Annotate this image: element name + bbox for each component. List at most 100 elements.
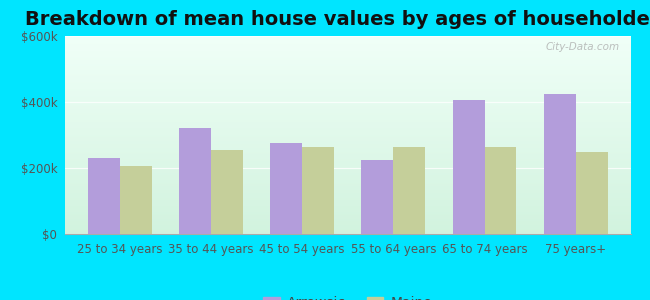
Bar [65, 233, 630, 234]
Bar [65, 202, 630, 203]
Bar [361, 160, 393, 234]
Bar [65, 165, 630, 166]
Bar [65, 177, 630, 178]
Bar [65, 179, 630, 180]
Bar [65, 166, 630, 167]
Bar [65, 215, 630, 216]
Bar [65, 106, 630, 107]
Bar [65, 63, 630, 64]
Bar [65, 68, 630, 69]
Bar [65, 183, 630, 184]
Title: Breakdown of mean house values by ages of householders: Breakdown of mean house values by ages o… [25, 10, 650, 29]
Bar [65, 117, 630, 118]
Bar [65, 97, 630, 98]
Bar [65, 123, 630, 124]
Bar [65, 125, 630, 126]
Bar [65, 84, 630, 85]
Bar [65, 197, 630, 198]
Bar [65, 207, 630, 208]
Bar [393, 147, 425, 234]
Bar [65, 111, 630, 112]
Bar [65, 57, 630, 58]
Bar [65, 169, 630, 170]
Bar [65, 48, 630, 49]
Bar [65, 175, 630, 176]
Bar [65, 121, 630, 122]
Bar [65, 221, 630, 222]
Bar [65, 152, 630, 153]
Bar [65, 164, 630, 165]
Bar [65, 155, 630, 156]
Bar [65, 126, 630, 127]
Bar [65, 54, 630, 55]
Bar [65, 134, 630, 135]
Bar [65, 69, 630, 70]
Bar [65, 174, 630, 175]
Bar [65, 194, 630, 195]
Bar [65, 189, 630, 190]
Bar [65, 66, 630, 67]
Bar [65, 230, 630, 231]
Bar [65, 44, 630, 45]
Bar [65, 81, 630, 82]
Bar [65, 85, 630, 86]
Bar [65, 143, 630, 144]
Bar [65, 147, 630, 148]
Bar [65, 70, 630, 71]
Bar [65, 119, 630, 120]
Bar [65, 167, 630, 168]
Bar [65, 162, 630, 163]
Bar [65, 50, 630, 51]
Bar [65, 220, 630, 221]
Bar [65, 170, 630, 171]
Bar [65, 144, 630, 145]
Bar [65, 182, 630, 183]
Bar [270, 143, 302, 234]
Legend: Arrowsic, Maine: Arrowsic, Maine [263, 296, 432, 300]
Bar [65, 226, 630, 227]
Bar [65, 120, 630, 121]
Bar [65, 139, 630, 140]
Bar [65, 160, 630, 161]
Bar [65, 128, 630, 129]
Bar [65, 156, 630, 157]
Bar [65, 118, 630, 119]
Bar [65, 178, 630, 179]
Bar [65, 186, 630, 187]
Bar [65, 41, 630, 42]
Bar [65, 90, 630, 91]
Bar [65, 222, 630, 223]
Bar [65, 71, 630, 72]
Bar [65, 82, 630, 83]
Bar [65, 185, 630, 186]
Bar [65, 107, 630, 108]
Bar [65, 38, 630, 39]
Bar [65, 131, 630, 132]
Bar [65, 64, 630, 65]
Bar [65, 187, 630, 188]
Bar [65, 208, 630, 209]
Bar [65, 176, 630, 177]
Bar [65, 140, 630, 141]
Bar [65, 200, 630, 201]
Bar [65, 217, 630, 218]
Bar [65, 127, 630, 128]
Bar [65, 136, 630, 137]
Bar [65, 218, 630, 219]
Bar [65, 93, 630, 94]
Bar [65, 145, 630, 146]
Bar [65, 36, 630, 37]
Bar [65, 46, 630, 47]
Bar [65, 198, 630, 199]
Bar [65, 62, 630, 63]
Bar [65, 74, 630, 75]
Bar [65, 193, 630, 194]
Bar [65, 98, 630, 99]
Bar [65, 209, 630, 210]
Bar [65, 149, 630, 150]
Bar [65, 132, 630, 133]
Bar [65, 56, 630, 57]
Bar [65, 79, 630, 80]
Bar [65, 88, 630, 89]
Bar [65, 122, 630, 123]
